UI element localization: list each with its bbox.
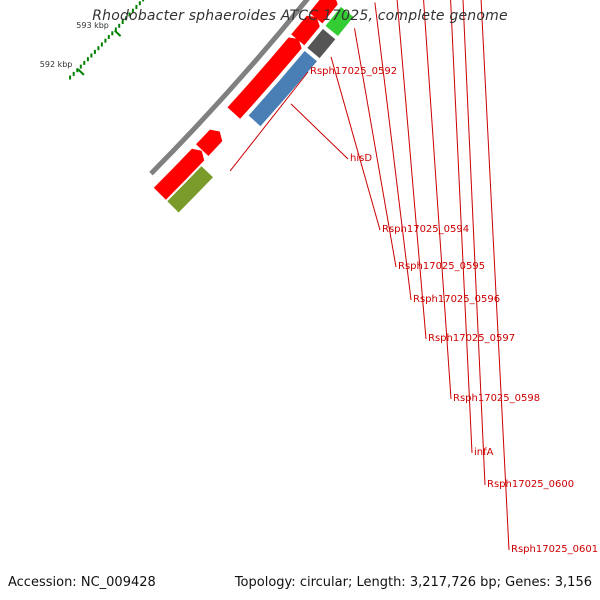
label-leaders: [229, 0, 510, 551]
cog-band: [248, 51, 317, 127]
tick-minor: [125, 16, 128, 21]
cog-band: [307, 29, 336, 59]
gene-label[interactable]: Rsph17025_0597: [428, 333, 515, 344]
cog-band: [167, 166, 213, 213]
tick-minor: [76, 68, 79, 73]
tick-minor: [107, 35, 110, 39]
tick-minor: [111, 31, 114, 36]
gene-label[interactable]: Rsph17025_0600: [487, 479, 574, 490]
topology-label: Topology:: [234, 575, 296, 590]
topology-value: circular: [299, 575, 348, 590]
genes-value: 3,156: [554, 575, 592, 590]
gene-label[interactable]: infA: [474, 447, 494, 458]
gene-labels: Rsph17025_0592 hisD Rsph17025_0594 Rsph1702…: [310, 66, 598, 555]
length-value: 3,217,726 bp: [409, 575, 497, 590]
genome-stats: Topology: circular; Length: 3,217,726 bp…: [234, 575, 592, 590]
length-label: Length:: [356, 575, 406, 590]
gene-label[interactable]: Rsph17025_0596: [413, 294, 500, 305]
genes-label: Genes:: [505, 575, 551, 590]
label-leader-line: [396, 0, 427, 340]
label-leader-line: [229, 71, 309, 172]
tick-minor: [83, 60, 86, 65]
tick-minor: [114, 27, 117, 32]
tick-label: 593 kbp: [76, 21, 109, 30]
tick-minor: [118, 23, 121, 28]
tick-minor: [72, 71, 75, 76]
tick-minor: [100, 42, 103, 47]
label-leader-line: [330, 56, 381, 231]
gene-label[interactable]: Rsph17025_0598: [453, 393, 540, 404]
cog-features: [167, 6, 354, 213]
genome-title: Rhodobacter sphaeroides ATCC 17025, comp…: [92, 8, 508, 24]
label-leader-line: [462, 0, 486, 486]
label-leader-line: [450, 0, 473, 454]
tick-minor: [104, 38, 107, 43]
tick-minor: [79, 64, 82, 69]
tick-minor: [138, 1, 141, 6]
cds-arrow: [309, 0, 338, 24]
gene-label[interactable]: Rsph17025_0601: [511, 544, 598, 555]
cds-features: [153, 0, 338, 200]
accession-info: Accession: NC_009428: [8, 575, 156, 590]
tick-minor: [135, 5, 138, 9]
tick-minor: [93, 49, 96, 54]
backbone: [149, 0, 310, 176]
cds-arrow: [227, 37, 302, 119]
tick-minor: [90, 53, 93, 58]
cds-arrow: [291, 15, 320, 46]
cds-arrow: [153, 148, 205, 200]
tick-major: [114, 29, 122, 37]
label-leader-line: [354, 28, 397, 268]
tick-minor: [86, 57, 89, 62]
tick-minor: [142, 0, 145, 2]
tick-minor: [97, 46, 100, 51]
gene-label[interactable]: hisD: [350, 153, 372, 164]
gene-label[interactable]: Rsph17025_0594: [382, 224, 469, 235]
tick-major: [77, 68, 85, 76]
accession-value: NC_009428: [80, 575, 156, 590]
label-leader-line: [480, 0, 510, 551]
cog-band: [325, 6, 354, 37]
tick-minor: [69, 75, 72, 80]
tick-label: 592 kbp: [40, 60, 73, 69]
backbone-arc: [149, 0, 310, 176]
cds-arrow: [196, 129, 223, 156]
gene-label[interactable]: Rsph17025_0592: [310, 66, 397, 77]
tick-minor: [131, 8, 134, 13]
label-leader-line: [290, 103, 349, 160]
accession-label: Accession:: [8, 575, 77, 590]
label-leader-line: [423, 0, 452, 400]
gene-label[interactable]: Rsph17025_0595: [398, 261, 485, 272]
label-leader-line: [374, 2, 412, 301]
tick-minor: [128, 12, 131, 17]
tick-minor: [121, 20, 124, 24]
